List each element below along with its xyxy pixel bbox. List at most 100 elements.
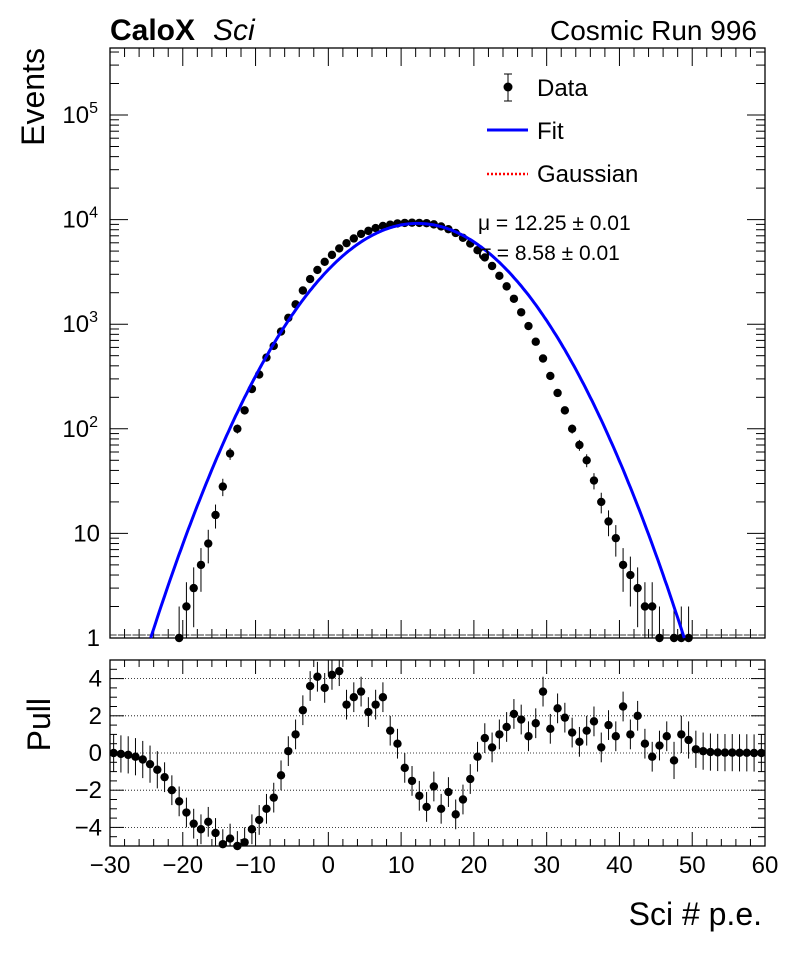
legend-data-marker — [503, 82, 513, 92]
data-point — [626, 570, 635, 580]
data-point — [320, 257, 329, 266]
pull-point — [145, 759, 155, 769]
x-tick-label: 50 — [679, 852, 706, 879]
pull-point — [524, 732, 533, 741]
run-label: Cosmic Run 996 — [550, 15, 757, 46]
data-point — [640, 602, 650, 611]
x-tick-label: −10 — [235, 852, 276, 879]
pull-point — [313, 672, 322, 681]
data-point — [356, 229, 366, 239]
pull-point — [356, 687, 366, 696]
data-point — [182, 602, 191, 611]
legend-gaussian-label: Gaussian — [537, 161, 638, 188]
y-tick-label-top: 1 — [87, 625, 100, 652]
fit-mu-text: μ = 12.25 ± 0.01 — [478, 212, 631, 235]
pull-point — [749, 748, 759, 758]
pull-point — [713, 748, 722, 757]
pull-point — [225, 834, 235, 843]
pull-point — [626, 730, 635, 739]
pull-point — [473, 752, 482, 761]
pull-point — [305, 681, 315, 691]
x-tick-label: 10 — [388, 852, 415, 879]
data-point — [567, 424, 577, 433]
pull-point — [335, 666, 344, 676]
data-point — [487, 261, 497, 271]
pull-point — [655, 741, 664, 750]
y-tick-label-pull: 4 — [89, 666, 102, 693]
legend-data-label: Data — [537, 75, 588, 102]
y-axis-label-bottom: Pull — [21, 698, 57, 751]
legend-fit-label: Fit — [537, 118, 564, 145]
pull-grid — [110, 678, 765, 828]
pull-point — [167, 786, 177, 795]
data-point — [575, 440, 584, 450]
detector-label: Sci — [213, 14, 256, 47]
data-point — [342, 238, 351, 248]
data-point — [647, 602, 657, 611]
pull-point — [560, 713, 570, 722]
pull-point — [706, 747, 715, 757]
pull-point — [320, 683, 329, 693]
pull-point — [444, 787, 453, 797]
data-point — [524, 321, 533, 331]
data-point — [618, 560, 628, 570]
pull-point — [553, 704, 562, 713]
data-point — [582, 456, 591, 465]
pull-point — [349, 693, 359, 702]
data-point — [349, 234, 359, 243]
data-point — [502, 282, 511, 291]
pull-point — [327, 670, 337, 680]
data-point — [611, 533, 621, 543]
pull-point — [538, 687, 548, 696]
data-point — [225, 449, 235, 458]
pull-point — [196, 825, 206, 834]
x-tick-label: 0 — [322, 852, 335, 879]
pull-point — [720, 748, 730, 757]
pull-point — [633, 711, 642, 720]
pull-point — [378, 693, 388, 702]
data-point — [516, 308, 526, 317]
pull-point — [640, 739, 650, 748]
pull-point — [284, 746, 293, 756]
y-tick-label-top: 104 — [62, 205, 98, 234]
pull-point — [400, 763, 409, 773]
data-point — [589, 476, 599, 485]
data-point — [560, 406, 570, 415]
data-point — [211, 510, 220, 520]
pull-point — [509, 709, 519, 719]
data-point — [546, 371, 555, 381]
pull-point — [691, 745, 701, 754]
data-point — [655, 633, 664, 643]
pull-point — [728, 748, 737, 757]
pull-point — [698, 746, 708, 756]
pull-point — [647, 752, 657, 761]
pull-point — [597, 743, 606, 752]
x-tick-label: 20 — [461, 852, 488, 879]
legend: Data Fit Gaussian — [487, 73, 638, 188]
pull-point — [153, 765, 162, 774]
pull-point — [480, 733, 490, 743]
x-tick-label: 30 — [533, 852, 560, 879]
data-point — [473, 245, 482, 255]
pull-point — [487, 743, 497, 752]
pull-point — [604, 720, 613, 730]
pull-point — [291, 730, 300, 739]
pull-point — [218, 839, 228, 849]
y-tick-label-pull: −4 — [75, 814, 102, 841]
pull-point — [109, 748, 118, 758]
pull-point — [567, 728, 577, 737]
pull-data-points — [109, 660, 766, 851]
data-point — [218, 482, 228, 491]
pull-point — [735, 748, 744, 758]
gaussian-curve — [149, 222, 686, 639]
x-tick-label: −20 — [162, 852, 203, 879]
pull-point — [364, 707, 373, 717]
data-point — [298, 286, 308, 295]
pull-point — [342, 700, 351, 709]
y-tick-label-top: 105 — [62, 100, 98, 129]
pull-point — [407, 776, 417, 786]
pull-point — [466, 774, 475, 784]
y-tick-label-pull: 2 — [89, 703, 102, 730]
x-tick-label: 40 — [606, 852, 633, 879]
